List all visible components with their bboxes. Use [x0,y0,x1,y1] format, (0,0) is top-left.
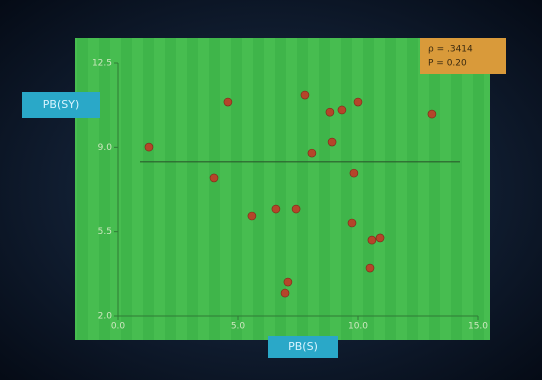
point [145,143,153,151]
x-axis-label: PB(S) [288,340,318,353]
point [376,234,384,242]
x-tick-label: 15.0 [468,322,488,332]
point [328,138,336,146]
y-axis-label: PB(SY) [43,98,79,111]
point [301,91,309,99]
y-tick-label: 12.5 [92,59,112,69]
annotation: ρ = .3414 [428,45,473,55]
x-tick-label: 10.0 [348,322,368,332]
point [366,264,374,272]
point [350,169,358,177]
point [284,278,292,286]
point [281,289,289,297]
screen: 2.0 5.5 9.0 12.5 0.0 5.0 10.0 15.0 PB(SY) PB(S)… [0,0,542,380]
point [272,205,280,213]
point [308,149,316,157]
point [248,212,256,220]
point [354,98,362,106]
point [292,205,300,213]
point [348,219,356,227]
point [210,174,218,182]
y-tick-label: 5.5 [98,227,112,237]
point [368,236,376,244]
point [224,98,232,106]
point [338,106,346,114]
annotation: P = 0.20 [428,59,467,69]
point [326,108,334,116]
x-tick-label: 0.0 [111,322,126,332]
x-tick-label: 5.0 [231,322,246,332]
y-tick-label: 2.0 [98,312,113,322]
annotation-box [420,38,506,74]
y-tick-label: 9.0 [98,143,113,153]
point [428,110,436,118]
